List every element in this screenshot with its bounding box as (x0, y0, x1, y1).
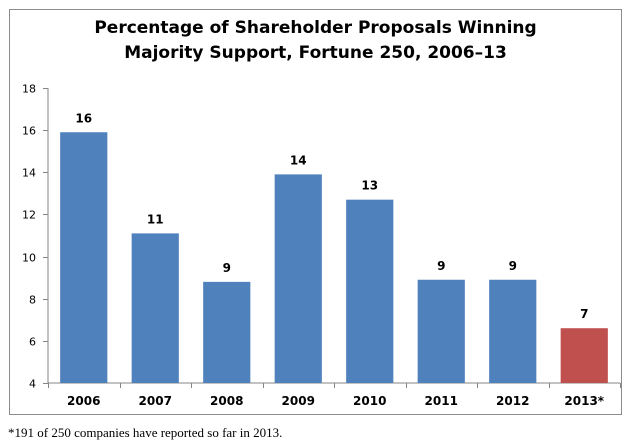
x-tick-label: 2011 (425, 394, 458, 408)
data-label: 16 (75, 111, 92, 125)
y-tick-label: 12 (22, 209, 36, 222)
y-tick-label: 10 (22, 252, 36, 265)
x-tick-label: 2012 (496, 394, 529, 408)
chart-title: Percentage of Shareholder Proposals Winn… (0, 16, 631, 66)
x-tick-label: 2009 (282, 394, 315, 408)
footnote: *191 of 250 companies have reported so f… (8, 425, 283, 440)
data-label: 9 (223, 261, 231, 275)
bar (417, 279, 465, 383)
chart-title-line-2: Majority Support, Fortune 250, 2006–13 (124, 43, 507, 63)
data-label: 14 (290, 153, 307, 167)
bar (60, 132, 108, 383)
bar (131, 233, 179, 383)
data-label: 9 (509, 259, 517, 273)
bar (489, 279, 537, 383)
y-tick-label: 18 (22, 83, 36, 96)
bar (346, 199, 394, 383)
bar (203, 281, 251, 383)
x-tick-label: 2008 (210, 394, 243, 408)
y-tick-label: 8 (29, 294, 36, 307)
data-label: 13 (361, 179, 378, 193)
x-tick-label: 2006 (67, 394, 100, 408)
y-tick-label: 16 (22, 125, 36, 138)
bar (560, 328, 608, 383)
y-tick-label: 14 (22, 167, 36, 180)
x-tick-label: 2013* (564, 394, 604, 408)
data-label: 7 (580, 307, 588, 321)
chart-title-line-1: Percentage of Shareholder Proposals Winn… (94, 18, 537, 38)
data-label: 11 (147, 212, 164, 226)
x-tick-label: 2007 (139, 394, 172, 408)
data-label: 9 (437, 259, 445, 273)
x-tick-label: 2010 (353, 394, 386, 408)
y-tick-label: 4 (29, 378, 36, 391)
bar (274, 174, 322, 383)
chart-frame (9, 9, 622, 415)
y-tick-label: 6 (29, 336, 36, 349)
